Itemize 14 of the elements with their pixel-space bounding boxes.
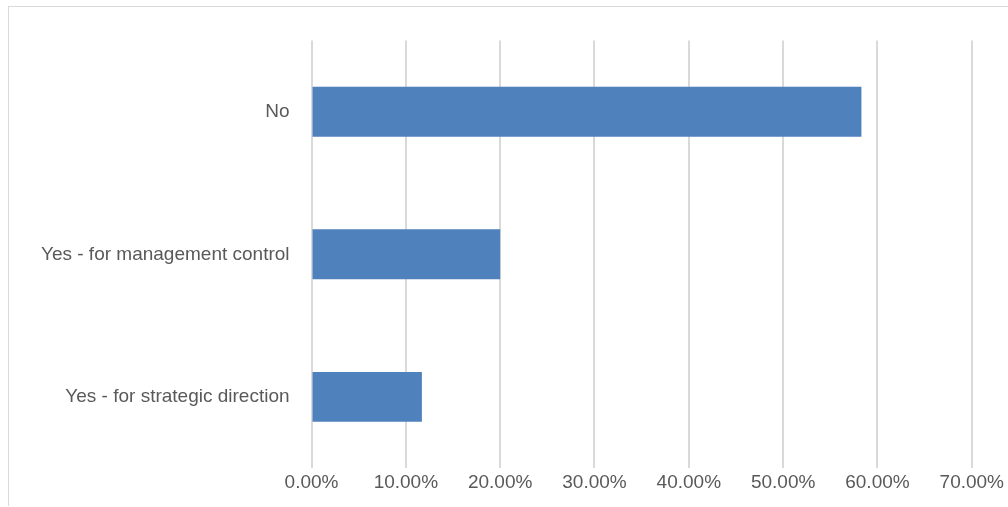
x-tick-label: 40.00% xyxy=(656,470,722,492)
y-tick-label: Yes - for strategic direction xyxy=(65,385,290,407)
y-tick-label: No xyxy=(265,99,290,121)
x-tick-label: 30.00% xyxy=(562,470,627,492)
x-tick-label: 70.00% xyxy=(939,470,1005,492)
bar xyxy=(312,86,862,137)
x-tick-label: 50.00% xyxy=(750,470,816,492)
x-tick-label: 60.00% xyxy=(845,470,910,492)
x-tick-label: 10.00% xyxy=(373,470,439,492)
x-tick-label: 0.00% xyxy=(284,470,339,492)
bar xyxy=(312,371,422,422)
bar xyxy=(312,229,501,280)
y-tick-label: Yes - for management control xyxy=(40,242,290,264)
x-tick-label: 20.00% xyxy=(467,470,533,492)
